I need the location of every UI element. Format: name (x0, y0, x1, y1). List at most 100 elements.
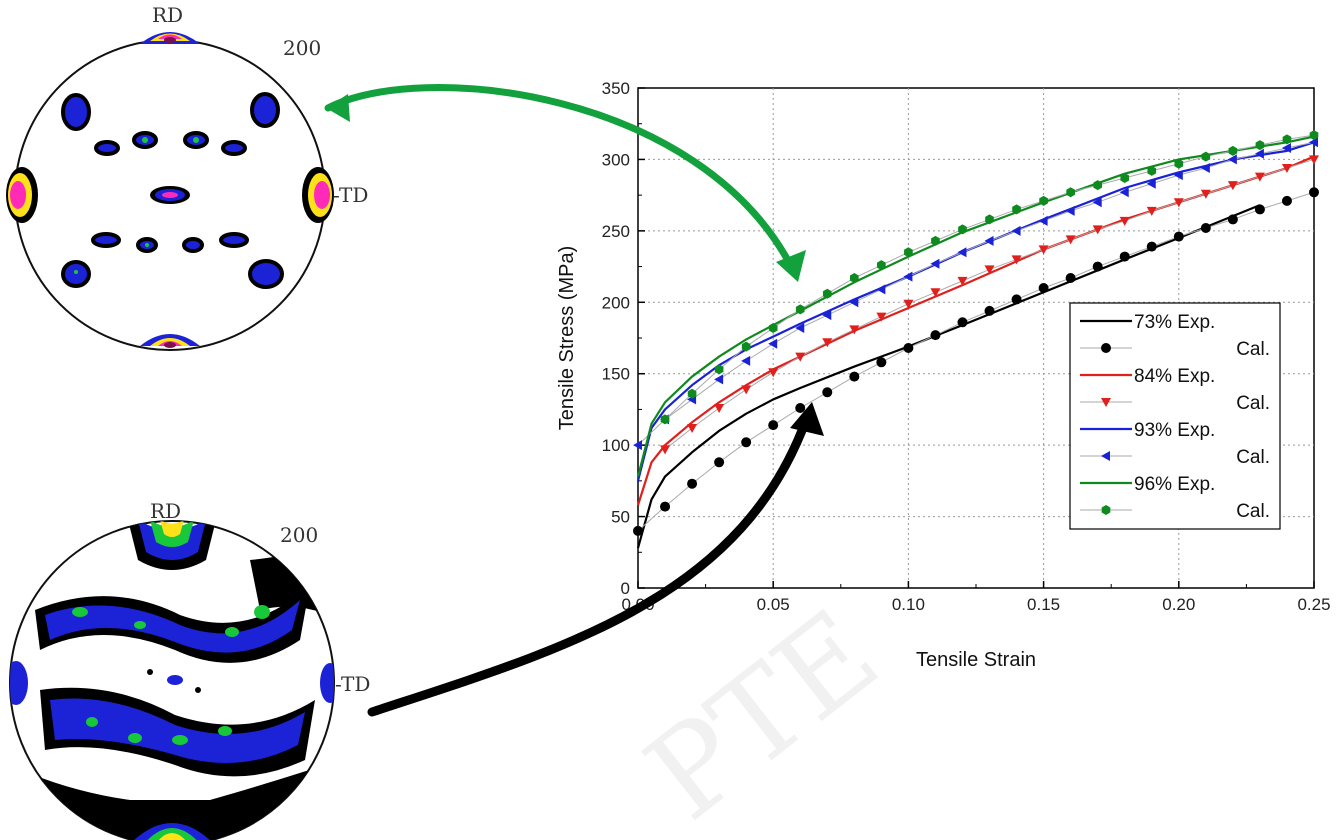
data-point-hexagon (877, 260, 886, 271)
legend-entry: 96% Exp. (1080, 474, 1215, 495)
data-point-triangle-left (1038, 215, 1048, 226)
data-point-hexagon (1255, 140, 1265, 151)
data-point-circle (1101, 343, 1111, 353)
data-point-triangle-down (687, 424, 698, 433)
data-point-triangle-left (1254, 148, 1264, 159)
data-point-circle (714, 457, 725, 468)
y-tick-label: 50 (611, 508, 630, 527)
data-point-hexagon (1039, 195, 1048, 206)
data-point-hexagon (1066, 187, 1075, 198)
data-point-hexagon (931, 235, 940, 246)
data-point-triangle-left (876, 284, 886, 295)
data-point-triangle-down (795, 352, 806, 362)
pf-bottom-center-speck (147, 669, 153, 675)
data-point-triangle-down (903, 299, 914, 309)
green-arrow-head (776, 250, 806, 282)
legend-label: Cal. (1236, 501, 1270, 522)
data-point-circle (1038, 283, 1049, 293)
green-arrow-tail (326, 94, 350, 122)
x-axis-title: Tensile Strain (916, 649, 1036, 671)
data-point-circle (1011, 294, 1022, 305)
data-point-circle (1254, 204, 1265, 215)
legend-label: Cal. (1236, 339, 1270, 360)
pf-bottom-green-spot (128, 733, 142, 743)
data-point-circle (1281, 195, 1292, 206)
legend-entry: Cal. (1080, 447, 1270, 468)
data-point-circle (1119, 251, 1130, 262)
data-point-circle (1227, 214, 1238, 225)
data-point-triangle-left (795, 323, 805, 333)
data-point-circle (876, 357, 887, 368)
data-point-triangle-down (714, 404, 725, 413)
legend-label: 93% Exp. (1134, 420, 1215, 441)
series-3 (660, 155, 1319, 455)
legend-label: 96% Exp. (1134, 474, 1215, 495)
y-tick-label: 0 (621, 579, 630, 598)
pf-bottom-index-label: 200 (280, 523, 318, 547)
legend-entry: 73% Exp. (1080, 312, 1215, 333)
data-point-hexagon (1012, 204, 1021, 215)
series-layer (633, 130, 1319, 549)
black-arrow-shaft (367, 415, 811, 717)
pf-top-island-core (142, 137, 148, 143)
axes: 0.00 0.05 0.10 0.15 0.20 0.250501001502002503… (602, 79, 1331, 614)
data-point-triangle-left (741, 355, 751, 366)
pf-top-island (182, 237, 204, 253)
data-point-triangle-left (1281, 143, 1291, 153)
data-point-triangle-left (1119, 187, 1129, 198)
data-point-triangle-down (849, 325, 860, 335)
pf-bottom-td-right (320, 663, 334, 703)
legend-label: Cal. (1236, 447, 1270, 468)
data-point-circle (768, 420, 779, 431)
data-point-triangle-down (930, 288, 941, 298)
pf-bottom-green-spot (72, 607, 88, 617)
pf-bottom-td-left (10, 661, 28, 705)
pf-top-index-label: 200 (283, 36, 321, 60)
data-point-triangle-left (1146, 178, 1156, 189)
legend-label: 73% Exp. (1134, 312, 1215, 333)
y-tick-label: 200 (602, 293, 630, 312)
data-point-triangle-left (849, 297, 859, 308)
series-4 (636, 141, 1315, 482)
data-point-circle (741, 437, 752, 448)
data-point-hexagon (1101, 505, 1111, 515)
pf-bottom-green-spot (134, 621, 146, 629)
data-point-hexagon (660, 414, 670, 425)
pf-top-island-core (145, 243, 149, 247)
pf-bottom-green-spot (86, 717, 98, 727)
data-point-circle (1092, 261, 1103, 272)
data-point-triangle-left (714, 374, 724, 385)
x-tick-label: 0.15 (1027, 595, 1060, 614)
data-point-triangle-left (1092, 197, 1102, 208)
data-point-triangle-left (1173, 170, 1183, 181)
series-1 (633, 187, 1319, 536)
data-point-triangle-left (1309, 137, 1318, 148)
data-point-circle (687, 478, 698, 489)
pf-top-island (61, 93, 91, 131)
data-point-circle (1146, 241, 1157, 252)
legend-box (1069, 302, 1281, 530)
series-connector (637, 141, 1315, 446)
data-point-triangle-left (822, 310, 832, 321)
black-arrow-head (790, 402, 824, 436)
pf-bottom-rd-cap-yellow (160, 521, 184, 537)
data-point-triangle-left (984, 235, 994, 246)
data-point-circle (660, 501, 671, 512)
svg-text:PTE: PTE (622, 585, 903, 840)
x-tick-label: 0.20 (1162, 595, 1195, 614)
data-point-hexagon (687, 388, 697, 399)
data-point-triangle-down (1038, 245, 1049, 255)
pf-top-center-spot-core (162, 192, 178, 198)
data-point-circle (1200, 223, 1211, 233)
y-tick-label: 100 (602, 436, 630, 455)
data-point-triangle-down (1281, 164, 1292, 173)
data-point-triangle-left (1011, 225, 1021, 236)
pf-bottom-blue-lower (50, 698, 305, 763)
pf-top-island (91, 232, 121, 248)
legend-entry: Cal. (1080, 393, 1270, 414)
pf-top-island-core (74, 270, 78, 274)
pole-figure-bottom: RD 200 -TD (9, 499, 370, 840)
legend-entry: Cal. (1080, 501, 1270, 522)
data-point-hexagon (1228, 145, 1238, 156)
data-point-triangle-down (1254, 172, 1265, 182)
